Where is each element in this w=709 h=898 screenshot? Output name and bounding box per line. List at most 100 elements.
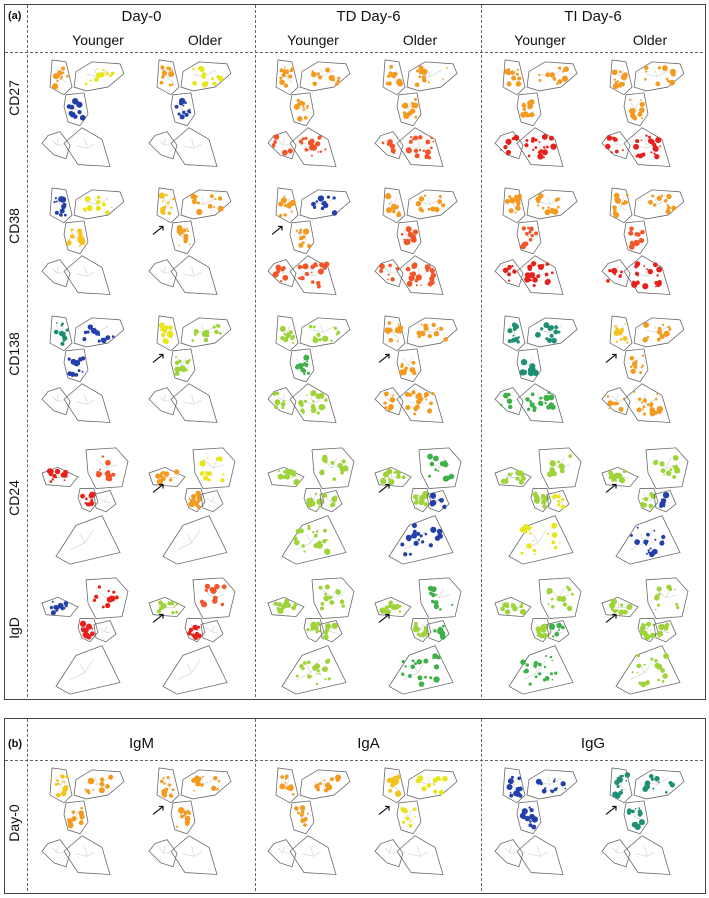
tree-r0-c4-node [537,150,541,154]
tree-r2-c5-lobe-bottom [623,383,671,423]
tree-r2-c1-node [179,365,186,372]
tree-b-c0-lobe-left [49,767,73,804]
tree-b-c1-lobe-bottom [170,835,218,875]
tree-r3-c5-node [622,469,627,474]
tree-r4-c2-node [320,601,325,606]
tree-r3-c5-node [642,497,645,500]
tree-r0-c3-node [387,81,392,86]
tree-r0-c5-node [614,149,619,154]
tree-r3-c0-lobe-right [85,447,129,489]
tree-r1-c4-node [508,195,512,199]
tree-r4-c1-node [191,633,196,637]
tree-r3-c5-node [672,475,677,479]
tree-b-c2-node [335,774,342,781]
tree-r2-c1-edge [159,395,164,402]
tree-r1-c5-node [666,205,671,210]
tree-r3-c0-node [85,497,88,501]
tree-r0-c3-node [418,75,421,78]
tree-r0-c4-node [505,149,512,155]
tree-r4-c0-node [91,627,94,630]
tree-r4-c5-node [657,630,664,637]
tree-r3-c4-node [540,497,543,500]
tree-r2-c2-edge [320,325,324,333]
tree-r2-c3-node [443,337,449,342]
tree-r0-c0-node [105,72,109,76]
tree-r0-c2-node [288,74,293,79]
tree-r2-c2-node [310,390,317,397]
tree-r0-c3-node [418,149,422,152]
tree-r3-c2-edge [325,497,331,502]
tree-r0-c1-node [179,114,185,120]
tree-r2-c3-node [429,401,433,406]
tree-r4-c2-node [302,666,305,670]
tree-b-c4-node [560,781,566,787]
tree-r3-c4-node [532,548,537,553]
tree-r3-c0-edge [95,458,107,469]
tree-r0-c5-node [613,78,616,81]
tree-b-c3-node [442,775,448,782]
tree-r1-c2-node [307,243,312,248]
tree-r2-c2-node [322,335,329,342]
tree-r0-c5-node [653,146,659,152]
tree-r4-c1-node [187,631,192,636]
tree-r0-c5-node [653,152,656,155]
tree-r3-c4-node [531,526,533,528]
tree-r2-c1-edge [182,401,195,405]
tree-r1-c0-node [68,239,71,242]
tree-r0-c0-node [94,77,99,82]
tree-r2-c2-node [285,332,291,339]
tree-r2-c0-edge [87,399,95,405]
tree-r1-c4-node [538,193,544,199]
tree-r0-c4-node [504,68,511,75]
tree-r1-c3-node [390,277,395,282]
tree-r4-c2-node [318,673,321,676]
tree-b-c0-lobe-small [41,839,71,868]
tree-r2-c2-node [306,371,310,375]
tree-r3-c1-node [191,494,197,500]
tree-b-c4-node [539,782,543,786]
tree-r0-c3-node [391,145,394,148]
tree-r0-c4-node [556,82,559,86]
tree-r0-c2-node [301,137,305,141]
tree-r0-c2-node [303,108,306,111]
tree-r4-c4-node [551,627,554,630]
tree-r3-c3-node [382,471,390,478]
tree-r3-c5-edge [665,457,672,469]
tree-r4-c2-node [291,605,297,611]
tree-r4-c2-node [325,623,332,630]
tree-r3-c2-node [323,459,328,464]
tree-r2-c2-edge [282,394,285,401]
tree-r0-c3-node [422,149,426,152]
tree-r2-c5-node [639,371,643,375]
tree-r1-c5-edge [620,197,624,207]
tree-b-c4-lobe-small [494,839,524,868]
tree-r0-c2-node [282,74,285,76]
tree-r1-c5-node [640,229,645,235]
tree-r1-c5-node [651,194,655,198]
tree-r2-c3-node [427,333,432,339]
tree-r0-c2-node [316,72,320,76]
tree-r0-c4-node [548,135,554,141]
tree-r1-c5-node [637,274,639,277]
tree-b-c5-arrow [605,805,617,815]
tree-b-c5-lobe-small [601,839,631,868]
tree-r0-c5-node [657,66,661,70]
tree-r1-c1-node [161,211,166,215]
tree-r0-c3-lobe-middle [396,92,422,127]
tree-r3-c5-node [662,491,670,499]
tree-r0-c2-edge [282,138,285,145]
tree-b-c1-node [188,811,191,815]
tree-r0-c4-node [563,69,566,72]
tree-r2-c5-node [656,405,664,413]
tree-r1-c2-node [310,264,316,270]
tree-b-c3-node [409,820,412,823]
tree-r1-c2-node [315,200,319,203]
tree-r4-c2-node [341,604,345,608]
tree-r2-c2-node [312,337,319,344]
tree-r4-c5-node [656,603,661,607]
tree-b-c2-node [285,786,289,790]
tree-r0-c2-node [306,107,309,110]
tree-r4-c5-node [631,671,634,674]
tree-r1-c4-lobe-small [494,259,524,288]
tree-r0-c2-node [297,116,303,122]
